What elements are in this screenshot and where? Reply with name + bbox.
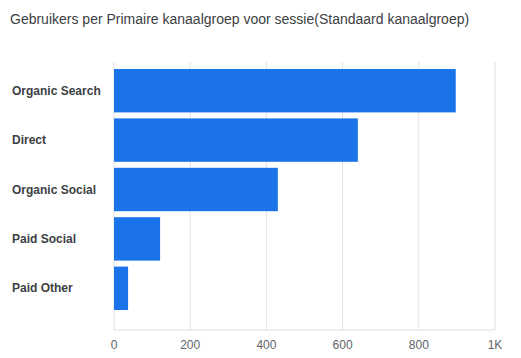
x-axis-line xyxy=(114,330,495,331)
chart-container: Gebruikers per Primaire kanaalgroep voor… xyxy=(0,0,521,358)
category-label: Organic Search xyxy=(12,84,101,98)
tick-label: 200 xyxy=(180,338,200,352)
category-label: Organic Social xyxy=(12,183,96,197)
chart-svg: Gebruikers per Primaire kanaalgroep voor… xyxy=(0,0,521,358)
grid-line xyxy=(495,62,496,330)
tick-label: 1K xyxy=(488,338,503,352)
bar xyxy=(114,168,278,211)
tick-label: 400 xyxy=(256,338,276,352)
bar xyxy=(114,69,456,112)
bar xyxy=(114,118,358,161)
bar xyxy=(114,217,160,260)
bars xyxy=(114,69,456,310)
tick-label: 600 xyxy=(333,338,353,352)
category-label: Paid Other xyxy=(12,281,73,295)
tick-label: 800 xyxy=(409,338,429,352)
category-label: Direct xyxy=(12,133,46,147)
grid xyxy=(114,62,495,330)
bar xyxy=(114,267,128,310)
chart-title: Gebruikers per Primaire kanaalgroep voor… xyxy=(10,11,469,27)
tick-label: 0 xyxy=(111,338,118,352)
category-label: Paid Social xyxy=(12,232,76,246)
